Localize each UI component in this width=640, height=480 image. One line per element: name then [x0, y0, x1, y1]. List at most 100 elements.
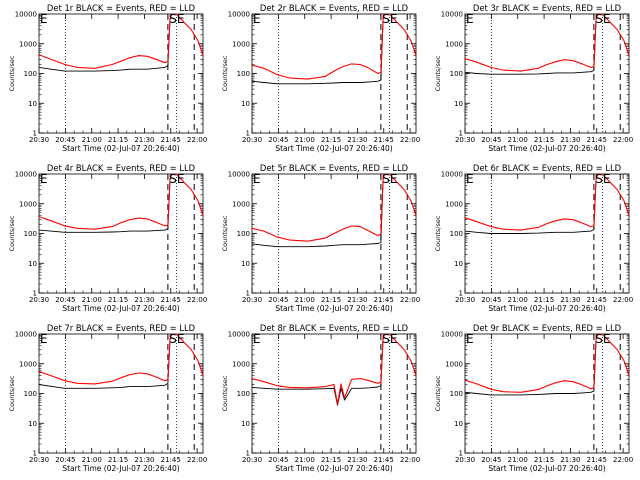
- night-marker: SE: [382, 12, 397, 26]
- series-group: [465, 334, 629, 396]
- chart-svg: Det 1r BLACK = Events, RED = LLD 1 10 100 10…: [8, 3, 207, 153]
- panel-title: Det 2r BLACK = Events, RED = LLD: [260, 3, 408, 13]
- x-tick-label: 20:45: [268, 456, 288, 464]
- x-tick-label: 21:45: [374, 296, 394, 304]
- x-tick-label: 21:15: [321, 456, 341, 464]
- series-line-events: [465, 174, 599, 234]
- series-group: [465, 14, 629, 75]
- y-tick-label: 1: [33, 130, 37, 138]
- y-tick-label: 10: [454, 100, 463, 108]
- saa-marker: E: [253, 172, 261, 186]
- series-group: [252, 14, 416, 85]
- y-tick-label: 10: [454, 260, 463, 268]
- x-tick-label: 22:00: [187, 456, 207, 464]
- y-tick-label: 1: [459, 450, 463, 458]
- detector-panel-3: Det 3r BLACK = Events, RED = LLD 1 10 100 10…: [426, 0, 640, 160]
- y-tick-label: 1: [246, 290, 250, 298]
- series-line-events: [465, 334, 599, 396]
- y-axis-label: Counts/sec: [434, 215, 442, 251]
- night-marker: SE: [595, 172, 610, 186]
- y-tick-label: 10000: [441, 171, 463, 179]
- series-group: [252, 334, 416, 406]
- series-line-events: [252, 14, 386, 85]
- x-tick-label: 21:30: [134, 296, 154, 304]
- y-tick-label: 10000: [228, 11, 250, 19]
- y-axis-label: Counts/sec: [221, 215, 229, 251]
- x-axis-label: Start Time (02-Jul-07 20:26:40): [488, 304, 605, 313]
- x-tick-label: 21:30: [347, 456, 367, 464]
- panel-title: Det 7r BLACK = Events, RED = LLD: [47, 323, 195, 333]
- plot-frame: [38, 13, 204, 134]
- x-tick-label: 20:30: [242, 296, 262, 304]
- night-marker: SE: [169, 12, 184, 26]
- detector-panel-4: Det 4r BLACK = Events, RED = LLD 1 10 100 10…: [0, 160, 214, 320]
- x-tick-label: 21:00: [508, 296, 528, 304]
- y-tick-label: 10: [28, 260, 37, 268]
- x-tick-label: 21:45: [161, 136, 181, 144]
- saa-marker: E: [40, 332, 48, 346]
- x-tick-label: 21:15: [108, 456, 128, 464]
- detector-panel-8: Det 8r BLACK = Events, RED = LLD 1 10 100 10…: [213, 320, 427, 480]
- x-tick-label: 22:00: [400, 456, 420, 464]
- y-tick-label: 100: [450, 390, 463, 398]
- panel-title: Det 4r BLACK = Events, RED = LLD: [47, 163, 195, 173]
- series-line-lld: [39, 334, 203, 385]
- y-tick-label: 100: [237, 390, 250, 398]
- series-line-lld: [465, 14, 629, 72]
- night-marker: SE: [595, 12, 610, 26]
- y-tick-label: 100: [237, 230, 250, 238]
- x-tick-label: 20:45: [268, 296, 288, 304]
- x-tick-label: 21:45: [374, 136, 394, 144]
- series-line-events: [39, 174, 173, 233]
- chart-svg: Det 9r BLACK = Events, RED = LLD 1 10 100 10…: [434, 323, 633, 473]
- y-axis-label: Counts/sec: [221, 55, 229, 91]
- x-tick-label: 21:00: [295, 136, 315, 144]
- panel-title: Det 1r BLACK = Events, RED = LLD: [47, 3, 195, 13]
- y-tick-label: 10000: [15, 11, 37, 19]
- x-tick-label: 21:00: [82, 296, 102, 304]
- x-tick-label: 20:30: [242, 456, 262, 464]
- chart-svg: Det 8r BLACK = Events, RED = LLD 1 10 100 10…: [221, 323, 420, 473]
- plot-frame: [251, 13, 417, 134]
- y-tick-label: 1: [246, 130, 250, 138]
- x-tick-label: 22:00: [613, 456, 633, 464]
- y-tick-label: 1000: [19, 200, 37, 208]
- chart-svg: Det 5r BLACK = Events, RED = LLD 1 10 100 10…: [221, 163, 420, 313]
- y-tick-label: 1000: [232, 200, 250, 208]
- saa-marker: E: [253, 332, 261, 346]
- x-axis-label: Start Time (02-Jul-07 20:26:40): [275, 464, 392, 473]
- series-line-lld: [252, 334, 416, 405]
- y-axis-label: Counts/sec: [434, 375, 442, 411]
- y-axis-label: Counts/sec: [434, 55, 442, 91]
- x-tick-label: 21:30: [134, 456, 154, 464]
- x-tick-label: 22:00: [400, 136, 420, 144]
- detector-panel-2: Det 2r BLACK = Events, RED = LLD 1 10 100 10…: [213, 0, 427, 160]
- chart-svg: Det 7r BLACK = Events, RED = LLD 1 10 100 10…: [8, 323, 207, 473]
- panel-title: Det 3r BLACK = Events, RED = LLD: [473, 3, 621, 13]
- x-tick-label: 20:45: [55, 456, 75, 464]
- y-tick-label: 1000: [232, 40, 250, 48]
- x-tick-label: 21:15: [534, 296, 554, 304]
- y-tick-label: 10: [28, 420, 37, 428]
- night-marker: SE: [382, 172, 397, 186]
- plot-frame: [38, 173, 204, 294]
- series-line-lld: [39, 174, 203, 230]
- x-axis-label: Start Time (02-Jul-07 20:26:40): [488, 144, 605, 153]
- panel-title: Det 8r BLACK = Events, RED = LLD: [260, 323, 408, 333]
- y-tick-label: 10: [28, 100, 37, 108]
- x-tick-label: 21:30: [560, 136, 580, 144]
- chart-svg: Det 2r BLACK = Events, RED = LLD 1 10 100 10…: [221, 3, 420, 153]
- x-tick-label: 22:00: [187, 296, 207, 304]
- series-group: [252, 174, 416, 248]
- x-tick-label: 21:30: [560, 456, 580, 464]
- y-tick-label: 1000: [445, 360, 463, 368]
- y-tick-label: 1000: [445, 40, 463, 48]
- y-tick-label: 1: [459, 130, 463, 138]
- series-group: [465, 174, 629, 234]
- y-tick-label: 100: [237, 70, 250, 78]
- saa-marker: E: [40, 12, 48, 26]
- x-tick-label: 21:00: [295, 296, 315, 304]
- x-axis-label: Start Time (02-Jul-07 20:26:40): [62, 304, 179, 313]
- night-marker: SE: [382, 332, 397, 346]
- y-tick-label: 1: [33, 290, 37, 298]
